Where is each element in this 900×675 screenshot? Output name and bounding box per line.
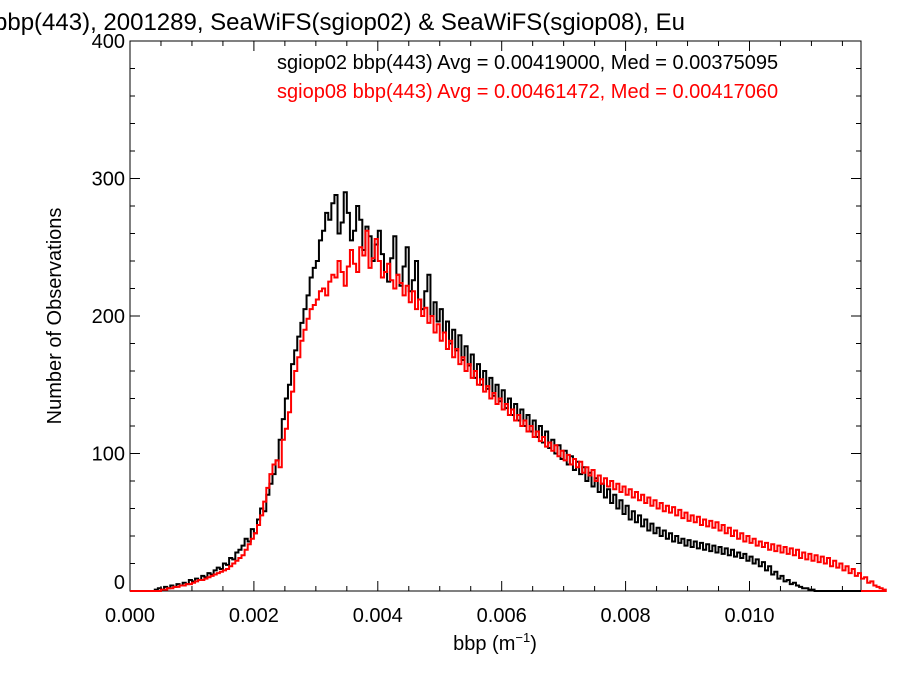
x-axis-label-close: )	[530, 633, 537, 655]
x-tick-label: 0.006	[477, 605, 527, 627]
series-line-sgiop02	[130, 191, 861, 592]
y-axis-label: Number of Observations	[44, 208, 66, 425]
legend-entry-sgiop02: sgiop02 bbp(443) Avg = 0.00419000, Med =…	[277, 52, 778, 74]
series-line-sgiop08	[130, 229, 887, 592]
y-tick-label: 0	[114, 572, 125, 594]
plot-frame	[129, 40, 862, 592]
axis-ticks	[129, 40, 861, 592]
x-tick-label: 0.008	[601, 605, 651, 627]
y-tick-label: 100	[92, 444, 125, 466]
x-tick-label: 0.000	[105, 605, 155, 627]
x-tick-label: 0.004	[353, 605, 403, 627]
series-layer	[130, 191, 887, 592]
x-axis-label: bbp (m−1)	[453, 630, 537, 655]
y-tick-labels: 0 100 200 300 400	[92, 31, 125, 594]
chart-title: bbp(443), 2001289, SeaWiFS(sgiop02) & Se…	[0, 9, 685, 36]
legend: sgiop02 bbp(443) Avg = 0.00419000, Med =…	[277, 52, 778, 103]
legend-entry-sgiop08: sgiop08 bbp(443) Avg = 0.00461472, Med =…	[277, 81, 778, 103]
y-tick-label: 400	[92, 31, 125, 53]
x-tick-label: 0.010	[724, 605, 774, 627]
x-tick-labels: 0.000 0.002 0.004 0.006 0.008 0.010	[105, 605, 775, 627]
x-tick-label: 0.002	[229, 605, 279, 627]
plot-area	[129, 40, 887, 592]
x-axis-label-sup: −1	[515, 630, 530, 645]
y-tick-label: 200	[92, 306, 125, 328]
y-tick-label: 300	[92, 169, 125, 191]
x-axis-label-main: bbp (m	[453, 633, 515, 655]
